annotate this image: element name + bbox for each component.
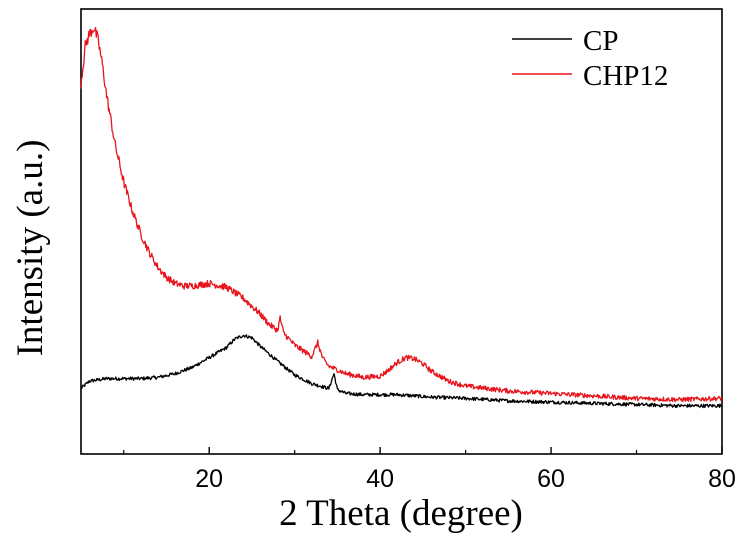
legend-label-cp: CP: [583, 25, 618, 57]
x-axis-ticks: 20 40 60 80: [123, 447, 736, 493]
x-tick-label: 80: [708, 465, 736, 493]
x-tick-label: 20: [195, 465, 223, 493]
x-tick-label: 60: [537, 465, 565, 493]
plot-frame: [80, 8, 723, 455]
y-axis-title: Intensity (a.u.): [10, 140, 51, 357]
series-line-cp: [80, 334, 723, 409]
legend: CP CHP12: [512, 25, 668, 92]
x-axis-title: 2 Theta (degree): [279, 493, 523, 534]
series-layer: [80, 26, 723, 409]
series-line-chp12: [80, 26, 723, 403]
legend-label-chp12: CHP12: [583, 60, 668, 92]
x-tick-label: 40: [366, 465, 394, 493]
